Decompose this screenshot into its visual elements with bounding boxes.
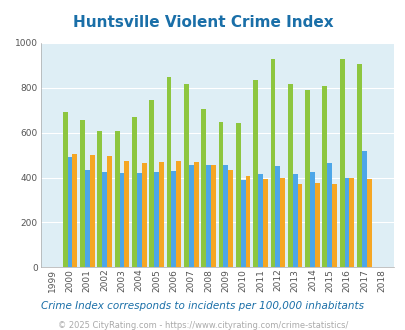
Bar bbox=[356, 64, 361, 267]
Bar bbox=[193, 162, 198, 267]
Bar bbox=[322, 86, 326, 267]
Bar bbox=[85, 170, 90, 267]
Bar bbox=[339, 59, 344, 267]
Text: © 2025 CityRating.com - https://www.cityrating.com/crime-statistics/: © 2025 CityRating.com - https://www.city… bbox=[58, 320, 347, 330]
Bar bbox=[270, 59, 275, 267]
Bar bbox=[309, 172, 314, 267]
Bar bbox=[183, 84, 188, 267]
Bar bbox=[344, 178, 349, 267]
Bar bbox=[331, 183, 336, 267]
Bar bbox=[275, 166, 279, 267]
Bar bbox=[366, 179, 371, 267]
Bar bbox=[97, 131, 102, 267]
Bar bbox=[63, 113, 68, 267]
Bar bbox=[206, 165, 211, 267]
Bar bbox=[223, 165, 228, 267]
Bar bbox=[201, 109, 206, 267]
Bar bbox=[159, 162, 164, 267]
Bar bbox=[245, 177, 250, 267]
Bar bbox=[115, 131, 119, 267]
Bar bbox=[253, 81, 258, 267]
Text: Huntsville Violent Crime Index: Huntsville Violent Crime Index bbox=[72, 15, 333, 30]
Bar bbox=[90, 155, 94, 267]
Text: Crime Index corresponds to incidents per 100,000 inhabitants: Crime Index corresponds to incidents per… bbox=[41, 301, 364, 311]
Bar bbox=[262, 179, 267, 267]
Bar bbox=[361, 150, 366, 267]
Bar bbox=[287, 84, 292, 267]
Bar bbox=[314, 183, 319, 267]
Bar bbox=[326, 163, 331, 267]
Bar bbox=[176, 161, 181, 267]
Bar bbox=[166, 77, 171, 267]
Bar bbox=[124, 161, 129, 267]
Bar bbox=[107, 156, 112, 267]
Bar bbox=[80, 120, 85, 267]
Bar bbox=[188, 165, 193, 267]
Bar bbox=[154, 172, 159, 267]
Bar bbox=[171, 172, 176, 267]
Bar bbox=[119, 173, 124, 267]
Bar bbox=[211, 165, 215, 267]
Bar bbox=[149, 100, 154, 267]
Bar bbox=[228, 170, 232, 267]
Bar bbox=[136, 173, 141, 267]
Bar bbox=[218, 122, 223, 267]
Bar bbox=[292, 174, 297, 267]
Bar bbox=[240, 180, 245, 267]
Bar bbox=[279, 178, 284, 267]
Bar bbox=[235, 123, 240, 267]
Bar bbox=[349, 178, 354, 267]
Bar bbox=[68, 157, 72, 267]
Bar bbox=[258, 174, 262, 267]
Bar bbox=[132, 117, 136, 267]
Bar bbox=[297, 184, 302, 267]
Bar bbox=[141, 163, 146, 267]
Bar bbox=[72, 153, 77, 267]
Bar bbox=[102, 172, 107, 267]
Bar bbox=[305, 90, 309, 267]
